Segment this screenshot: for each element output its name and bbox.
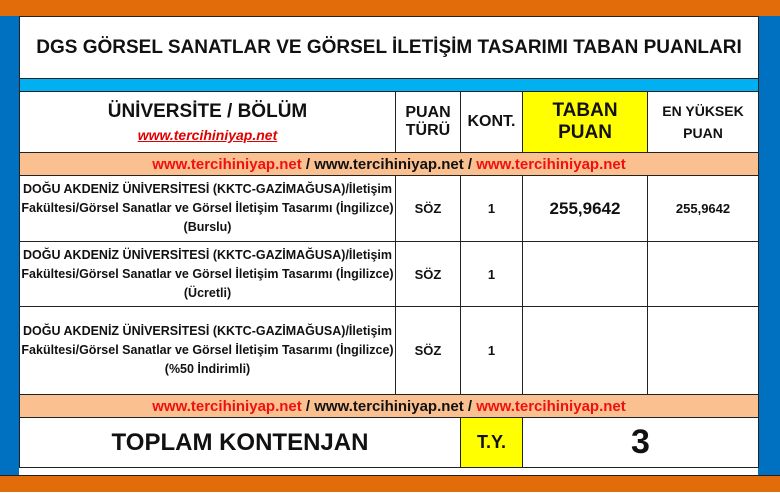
program-name: DOĞU AKDENİZ ÜNİVERSİTESİ (KKTC-GAZİMAĞU… — [19, 306, 396, 395]
puan-turu: SÖZ — [395, 241, 461, 307]
taban-puan — [522, 241, 648, 307]
taban-puan — [522, 306, 648, 395]
sep: / — [463, 155, 477, 173]
link-2[interactable]: www.tercihiniyap.net — [314, 397, 464, 415]
link-3[interactable]: www.tercihiniyap.net — [476, 397, 626, 415]
total-label: TOPLAM KONTENJAN — [19, 417, 461, 468]
en-yuksek-line1: EN YÜKSEK — [662, 103, 744, 119]
table-row: DOĞU AKDENİZ ÜNİVERSİTESİ (KKTC-GAZİMAĞU… — [19, 306, 760, 395]
university-label: ÜNİVERSİTE / BÖLÜM — [107, 101, 308, 122]
link-3[interactable]: www.tercihiniyap.net — [476, 155, 626, 173]
top-border — [0, 0, 780, 16]
table-row: DOĞU AKDENİZ ÜNİVERSİTESİ (KKTC-GAZİMAĞU… — [19, 175, 760, 242]
en-yuksek-line2: PUAN — [683, 125, 723, 141]
blue-divider — [18, 78, 760, 92]
right-border — [758, 16, 780, 476]
link-row: www.tercihiniyap.net / www.tercihiniyap.… — [18, 152, 760, 176]
en-yuksek-puan: 255,9642 — [646, 175, 760, 242]
taban-line2: PUAN — [558, 122, 612, 143]
ty-label: T.Y. — [460, 417, 523, 468]
puan-turu: SÖZ — [395, 306, 461, 395]
header-kont: KONT. — [460, 91, 523, 153]
header-taban: TABAN PUAN — [522, 91, 648, 153]
site-link[interactable]: www.tercihiniyap.net — [137, 127, 278, 143]
table-row: DOĞU AKDENİZ ÜNİVERSİTESİ (KKTC-GAZİMAĞU… — [19, 241, 760, 307]
total-row: TOPLAM KONTENJAN T.Y. 3 — [19, 417, 760, 468]
header-university: ÜNİVERSİTE / BÖLÜM www.tercihiniyap.net — [19, 91, 396, 153]
program-name: DOĞU AKDENİZ ÜNİVERSİTESİ (KKTC-GAZİMAĞU… — [19, 175, 396, 242]
link-2[interactable]: www.tercihiniyap.net — [314, 155, 464, 173]
en-yuksek-puan — [646, 306, 760, 395]
score-table: DGS GÖRSEL SANATLAR VE GÖRSEL İLETİŞİM T… — [18, 16, 760, 468]
page-title: DGS GÖRSEL SANATLAR VE GÖRSEL İLETİŞİM T… — [18, 16, 760, 79]
left-border — [0, 16, 19, 476]
kontenjan: 1 — [460, 306, 523, 395]
program-name: DOĞU AKDENİZ ÜNİVERSİTESİ (KKTC-GAZİMAĞU… — [19, 241, 396, 307]
taban-puan: 255,9642 — [522, 175, 648, 242]
kontenjan: 1 — [460, 241, 523, 307]
sep: / — [301, 155, 315, 173]
link-row: www.tercihiniyap.net / www.tercihiniyap.… — [18, 394, 760, 418]
puan-turu: SÖZ — [395, 175, 461, 242]
header-puan-turu: PUAN TÜRÜ — [395, 91, 461, 153]
link-1[interactable]: www.tercihiniyap.net — [152, 155, 302, 173]
puan-turu-line1: PUAN — [405, 104, 451, 121]
link-1[interactable]: www.tercihiniyap.net — [152, 397, 302, 415]
sep: / — [463, 397, 477, 415]
bottom-border — [0, 475, 780, 492]
total-value: 3 — [521, 417, 760, 468]
header-en-yuksek: EN YÜKSEK PUAN — [646, 91, 760, 153]
taban-line1: TABAN — [552, 100, 618, 121]
en-yuksek-puan — [646, 241, 760, 307]
puan-turu-line2: TÜRÜ — [405, 122, 451, 139]
sep: / — [301, 397, 315, 415]
kontenjan: 1 — [460, 175, 523, 242]
